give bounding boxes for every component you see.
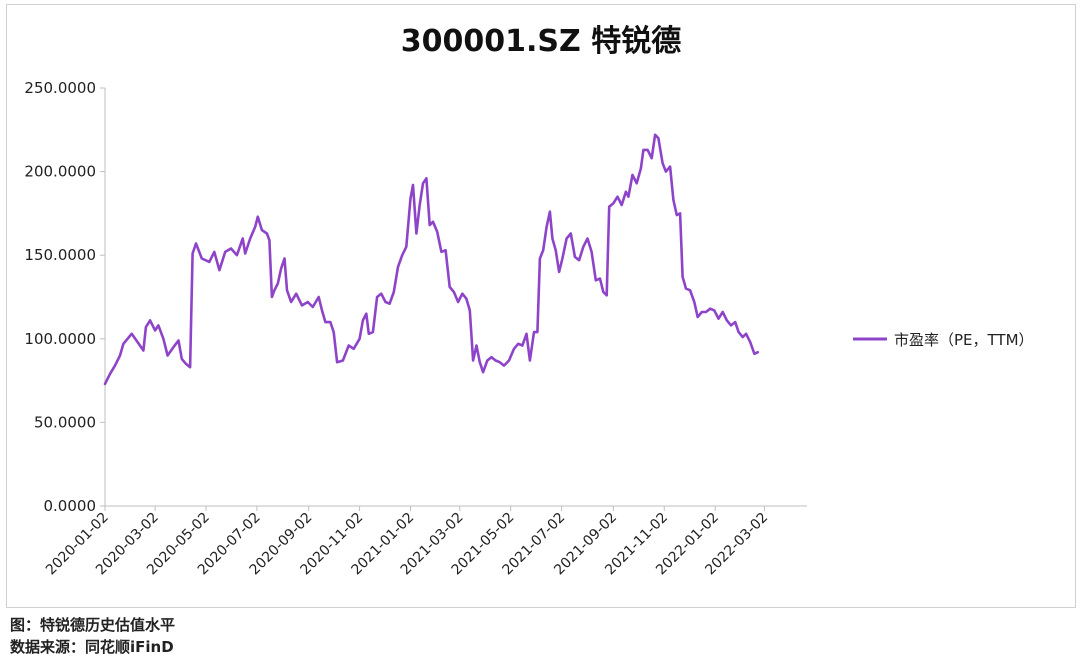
axes-layer: 0.0000 50.0000 100.0000 150.0000 200.0000 250…: [24, 79, 807, 578]
chart-svg: 300001.SZ 特锐德 0.0000 50.0000 100.0000 150.0…: [24, 24, 1034, 578]
series-line-pe-ttm: [103, 133, 760, 386]
legend: 市盈率（PE，TTM）: [853, 331, 1034, 349]
legend-label: 市盈率（PE，TTM）: [894, 331, 1034, 349]
y-tick-label: 250.0000: [24, 79, 96, 97]
y-tick-label: 100.0000: [24, 330, 96, 348]
chart-title: 300001.SZ 特锐德: [401, 24, 681, 59]
y-tick-label: 0.0000: [44, 497, 97, 515]
series-layer: [103, 133, 760, 386]
data-source: 数据来源：同花顺iFinD: [10, 638, 174, 656]
chart-frame: 300001.SZ 特锐德 0.0000 50.0000 100.0000 150.0…: [6, 4, 1076, 608]
y-tick-label: 150.0000: [24, 246, 96, 264]
figure-caption: 图：特锐德历史估值水平: [10, 616, 176, 634]
y-tick-label: 200.0000: [24, 163, 96, 181]
y-tick-label: 50.0000: [34, 413, 96, 431]
